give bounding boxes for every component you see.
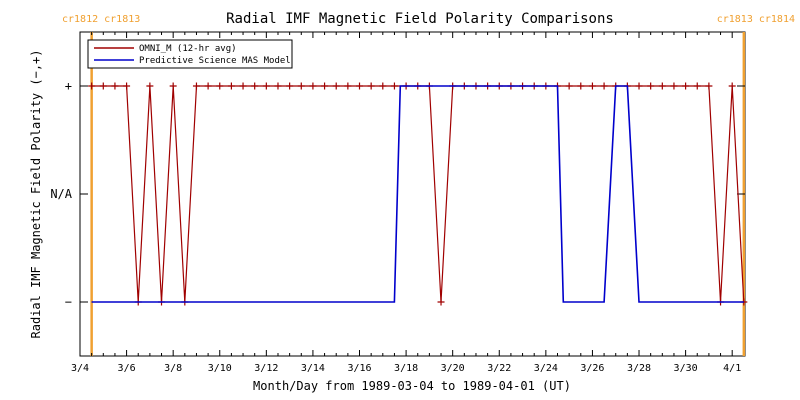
data-point-marker: [658, 82, 666, 90]
data-point-marker: [588, 82, 596, 90]
series-layer: [88, 82, 748, 306]
y-tick-label: +: [65, 79, 72, 93]
x-tick-label: 3/12: [254, 363, 278, 374]
data-point-marker: [693, 82, 701, 90]
data-point-marker: [705, 82, 713, 90]
x-tick-label: 3/4: [71, 363, 89, 374]
x-tick-label: 3/8: [164, 363, 182, 374]
x-tick-label: 3/22: [487, 363, 511, 374]
data-point-marker: [670, 82, 678, 90]
data-point-marker: [577, 82, 585, 90]
data-point-marker: [169, 82, 177, 90]
x-tick-label: 3/10: [208, 363, 232, 374]
x-tick-label: 3/6: [118, 363, 136, 374]
y-axis-label: Radial IMF Magnetic Field Polarity (−,+): [29, 50, 43, 339]
carrington-rotation-label: cr1812 cr1813: [62, 14, 140, 25]
data-point-marker: [262, 82, 270, 90]
data-point-marker: [274, 82, 282, 90]
data-point-marker: [309, 82, 317, 90]
legend-label-mas: Predictive Science MAS Model: [139, 56, 291, 66]
x-tick-label: 3/18: [394, 363, 418, 374]
legend: OMNI_M (12-hr avg) Predictive Science MA…: [87, 39, 293, 69]
data-point-marker: [123, 82, 131, 90]
data-point-marker: [390, 82, 398, 90]
legend-label-omni: OMNI_M (12-hr avg): [139, 44, 237, 54]
data-point-marker: [437, 298, 445, 306]
data-point-marker: [192, 82, 200, 90]
x-tick-label: 3/24: [534, 363, 558, 374]
data-point-marker: [286, 82, 294, 90]
x-tick-label: 3/26: [580, 363, 604, 374]
x-tick-label: 3/16: [347, 363, 371, 374]
plot-frame: [79, 31, 746, 357]
data-point-marker: [216, 82, 224, 90]
y-tick-label: −: [65, 295, 72, 309]
data-point-marker: [227, 82, 235, 90]
x-tick-label: 3/20: [441, 363, 465, 374]
series-line-omni: [91, 85, 745, 303]
data-point-marker: [204, 82, 212, 90]
x-tick-label: 3/14: [301, 363, 325, 374]
data-point-marker: [367, 82, 375, 90]
data-point-marker: [88, 82, 96, 90]
x-tick-label: 3/28: [627, 363, 651, 374]
carrington-rotation-label: cr1813 cr1814: [717, 14, 795, 25]
data-point-marker: [251, 82, 259, 90]
data-point-marker: [344, 82, 352, 90]
legend-box: [87, 39, 293, 69]
data-point-marker: [379, 82, 387, 90]
data-point-marker: [635, 82, 643, 90]
x-tick-label: 4/1: [723, 363, 741, 374]
data-point-marker: [647, 82, 655, 90]
x-axis-ticks: 3/4 3/6 3/8 3/10 3/12 3/14 3/16 3/18 3/20 3/22 3/2…: [71, 32, 741, 374]
x-tick-label: 3/30: [674, 363, 698, 374]
data-point-marker: [99, 82, 107, 90]
data-point-marker: [332, 82, 340, 90]
data-point-marker: [728, 82, 736, 90]
x-axis-label: Month/Day from 1989-03-04 to 1989-04-01 …: [253, 379, 571, 393]
data-point-marker: [321, 82, 329, 90]
plot-area-border: [79, 31, 746, 357]
data-point-marker: [600, 82, 608, 90]
data-point-marker: [356, 82, 364, 90]
data-point-marker: [297, 82, 305, 90]
data-point-marker: [146, 82, 154, 90]
data-point-marker: [682, 82, 690, 90]
y-tick-label: N/A: [50, 187, 72, 201]
data-point-marker: [239, 82, 247, 90]
chart-title: Radial IMF Magnetic Field Polarity Compa…: [226, 11, 614, 27]
series-line-mas: [91, 85, 744, 303]
data-point-marker: [111, 82, 119, 90]
data-point-marker: [565, 82, 573, 90]
